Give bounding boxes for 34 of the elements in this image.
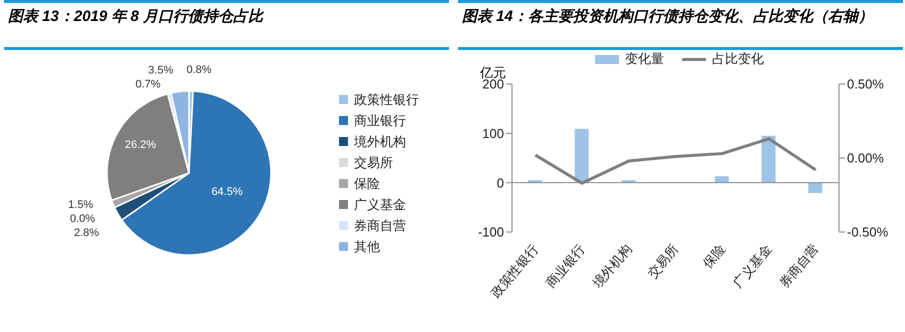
y-tick-label: 100 — [482, 126, 504, 141]
x-tick-label: 境外机构 — [588, 241, 635, 292]
legend-label: 交易所 — [354, 154, 393, 172]
data-label: 0.8% — [186, 64, 212, 76]
legend-label: 变化量 — [625, 50, 664, 68]
data-label: 26.2% — [124, 139, 156, 152]
x-tick-label: 交易所 — [644, 241, 682, 281]
x-tick-label: 保险 — [700, 241, 728, 271]
legend-label: 境外机构 — [354, 132, 406, 150]
legend-label: 保险 — [354, 174, 380, 192]
y2-tick-label: 0.00% — [847, 150, 884, 166]
legend-label: 其他 — [354, 238, 380, 256]
y-tick-label: 0 — [496, 175, 504, 190]
y2-tick-label: -0.50% — [847, 224, 889, 240]
legend-label: 政策性银行 — [354, 90, 419, 108]
legend-label: 商业银行 — [354, 112, 406, 130]
x-tick-label: 券商自营 — [776, 241, 822, 291]
data-label: 1.5% — [68, 198, 94, 211]
data-label: 64.5% — [211, 186, 243, 198]
data-label: 0.7% — [135, 78, 161, 91]
legend-label: 券商自营 — [354, 216, 406, 234]
x-tick-label: 广义基金 — [730, 241, 775, 291]
y-tick-label: -100 — [478, 224, 504, 240]
y-axis-title: 亿元 — [480, 64, 506, 80]
y2-tick-label: 0.50% — [847, 76, 884, 92]
legend-label: 占比变化 — [712, 50, 764, 68]
data-label: 2.8% — [74, 226, 100, 239]
x-tick-label: 政策性银行 — [488, 241, 542, 301]
data-label: 3.5% — [148, 64, 174, 77]
x-tick-label: 商业银行 — [542, 241, 588, 291]
text: 0.0% — [70, 212, 96, 225]
chart-title: 图表 14：各主要投资机构口行债持仓变化、占比变化（右轴） — [462, 7, 874, 27]
legend-label: 广义基金 — [354, 196, 406, 214]
chart-title: 图表 13：2019 年 8 月口行债持仓占比 — [8, 7, 265, 27]
